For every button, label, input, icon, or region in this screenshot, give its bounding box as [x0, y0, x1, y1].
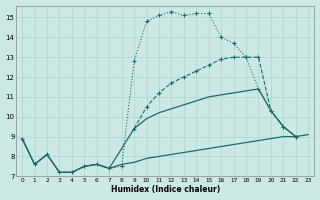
X-axis label: Humidex (Indice chaleur): Humidex (Indice chaleur) — [111, 185, 220, 194]
